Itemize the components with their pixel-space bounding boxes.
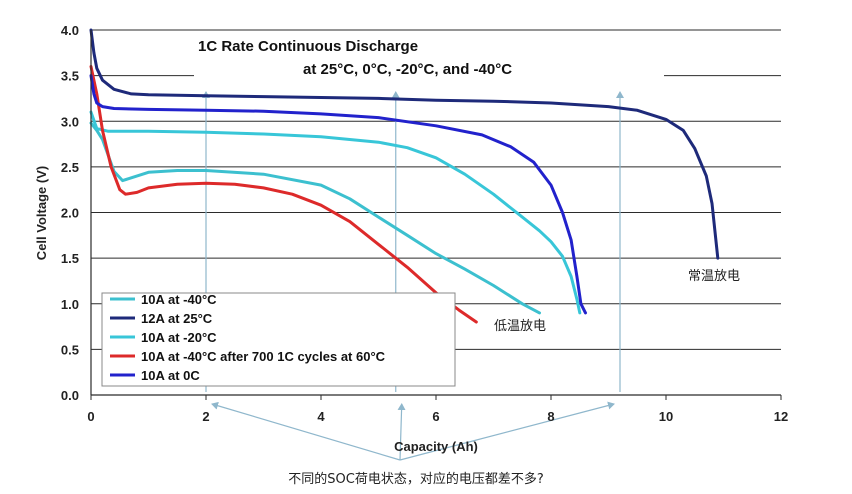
reference-marker-layer — [202, 91, 624, 461]
chart-title-line-2: at 25°C, 0°C, -20°C, and -40°C — [303, 61, 512, 78]
y-tick-label: 1.5 — [61, 251, 79, 266]
x-tick-label: 12 — [774, 409, 788, 424]
caption-pointer-arrow — [399, 401, 615, 461]
legend-label: 10A at -20°C — [141, 330, 217, 345]
y-axis-title: Cell Voltage (V) — [34, 166, 49, 260]
y-tick-label: 4.0 — [61, 23, 79, 38]
legend: 10A at -40°C 12A at 25°C 10A at -20°C 10A a… — [101, 292, 456, 387]
legend-items: 10A at -40°C 12A at 25°C 10A at -20°C 10A a… — [110, 292, 386, 383]
y-tick-label: 0.5 — [61, 342, 79, 357]
y-tick-label: 0.0 — [61, 388, 79, 403]
y-tick-label: 1.0 — [61, 297, 79, 312]
x-tick-label: 10 — [659, 409, 673, 424]
legend-label: 10A at 0C — [141, 368, 200, 383]
low-temp-discharge-label: 低温放电 — [494, 319, 546, 334]
series-line — [89, 65, 478, 324]
y-tick-label: 2.0 — [61, 206, 79, 221]
series-line — [89, 28, 720, 260]
x-axis-title: Capacity (Ah) — [394, 439, 478, 454]
series-line — [89, 74, 587, 315]
axis-layer: 0.0 0.5 1.0 1.5 2.0 2.5 3.0 3.5 4.0 0 2 4 6 8 10 12 — [61, 23, 788, 424]
title-background — [194, 32, 664, 84]
legend-label: 10A at -40°C — [141, 292, 217, 307]
series-layer — [89, 28, 720, 324]
legend-label: 12A at 25°C — [141, 311, 213, 326]
legend-box — [101, 292, 456, 387]
y-tick-label: 3.0 — [61, 114, 79, 129]
caption-text: 不同的SOC荷电状态，对应的电压都差不多? — [288, 471, 543, 487]
title-mask-layer — [194, 32, 664, 84]
series-line — [89, 110, 582, 315]
x-tick-label: 0 — [87, 409, 94, 424]
x-tick-label: 8 — [547, 409, 554, 424]
room-temp-discharge-label: 常温放电 — [688, 269, 740, 284]
series-line — [89, 121, 541, 315]
x-tick-label: 6 — [432, 409, 439, 424]
x-tick-label: 4 — [317, 409, 325, 424]
y-tick-label: 2.5 — [61, 160, 79, 175]
caption-pointer-arrow — [211, 401, 401, 461]
caption-pointer-arrow — [397, 403, 406, 461]
x-tick-label: 2 — [202, 409, 209, 424]
legend-label: 10A at -40°C after 700 1C cycles at 60°C — [141, 349, 386, 364]
y-tick-label: 3.5 — [61, 69, 79, 84]
chart-title-line-1: 1C Rate Continuous Discharge — [198, 38, 418, 55]
